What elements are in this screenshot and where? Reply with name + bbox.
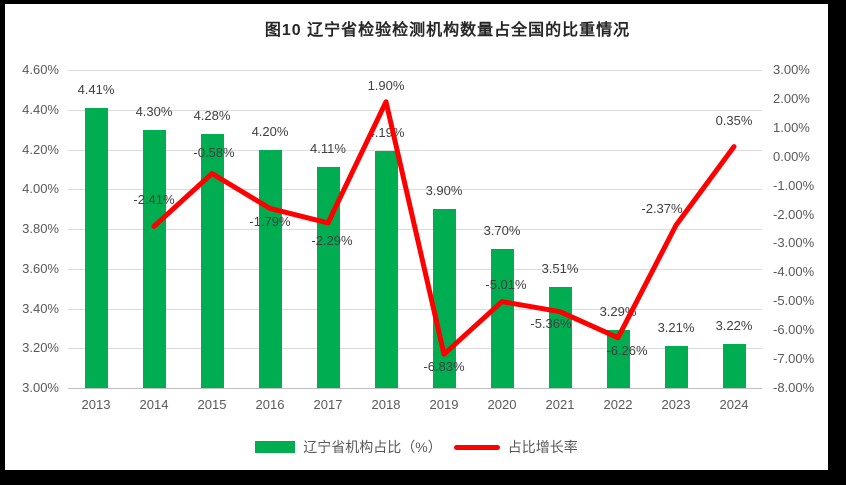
bar-2023 bbox=[664, 346, 688, 388]
line-label-2015: -0.58% bbox=[193, 145, 235, 161]
legend-label-bar-series: 辽宁省机构占比（%） bbox=[303, 439, 442, 455]
x-axis-label-2013: 2013 bbox=[81, 397, 111, 412]
x-axis-line bbox=[68, 388, 762, 389]
left-axis-tick: 3.00% bbox=[22, 380, 59, 395]
bar-label-2021: 3.51% bbox=[541, 260, 579, 276]
bar-2015 bbox=[200, 133, 224, 388]
gridline bbox=[68, 308, 762, 310]
right-axis-tick: -6.00% bbox=[773, 322, 815, 338]
x-axis-label-2022: 2022 bbox=[603, 397, 633, 412]
right-axis-tick: -4.00% bbox=[773, 264, 815, 280]
bar-label-2024: 3.22% bbox=[715, 318, 753, 334]
bar-2014 bbox=[142, 129, 166, 388]
bar-2013 bbox=[84, 107, 108, 388]
line-label-2014: -2.41% bbox=[133, 192, 175, 208]
chart-surface: 图10 辽宁省检验检测机构数量占全国的比重情况 4.60% 4.40% 4.20% 4… bbox=[5, 4, 828, 470]
bar-swatch-icon bbox=[255, 441, 296, 453]
bar-label-2020: 3.70% bbox=[483, 222, 521, 238]
line-label-2024: 0.35% bbox=[715, 112, 753, 128]
bar-label-2013: 4.41% bbox=[77, 81, 115, 97]
line-label-2019: -6.83% bbox=[423, 359, 465, 375]
left-axis-tick: 4.60% bbox=[22, 62, 59, 77]
left-axis-tick: 4.00% bbox=[22, 181, 59, 197]
x-axis-label-2021: 2021 bbox=[545, 397, 575, 412]
right-axis-tick: -1.00% bbox=[773, 177, 815, 193]
legend-item-bar-series: 辽宁省机构占比（%） bbox=[255, 437, 442, 457]
left-axis-tick: 3.80% bbox=[22, 221, 59, 236]
x-axis-label-2016: 2016 bbox=[255, 397, 285, 412]
legend: 辽宁省机构占比（%） 占比增长率 bbox=[5, 437, 828, 457]
x-axis-label-2014: 2014 bbox=[139, 397, 169, 412]
line-label-2017: -2.29% bbox=[311, 232, 353, 248]
left-axis-tick: 4.20% bbox=[22, 141, 59, 157]
gridline bbox=[68, 268, 762, 270]
line-label-2018: 1.90% bbox=[367, 77, 405, 93]
gridline bbox=[68, 149, 762, 151]
right-axis-tick: 2.00% bbox=[773, 90, 810, 106]
line-label-2023: -2.37% bbox=[641, 201, 683, 217]
bar-label-2019: 3.90% bbox=[425, 183, 463, 199]
x-axis-label-2017: 2017 bbox=[313, 397, 343, 412]
right-axis-tick: 1.00% bbox=[773, 119, 810, 135]
bar-2016 bbox=[258, 149, 282, 388]
bar-2017 bbox=[316, 167, 340, 388]
x-axis-label-2019: 2019 bbox=[429, 397, 459, 412]
right-axis-tick: -3.00% bbox=[773, 235, 815, 251]
line-label-2022: -6.26% bbox=[606, 342, 648, 358]
bar-2022 bbox=[606, 330, 630, 388]
right-axis-tick: 3.00% bbox=[773, 62, 810, 77]
line-swatch-icon bbox=[453, 444, 500, 450]
bar-label-2015: 4.28% bbox=[193, 107, 231, 123]
line-label-2020: -5.01% bbox=[485, 276, 527, 292]
bar-2018 bbox=[374, 151, 398, 388]
left-axis-tick: 4.40% bbox=[22, 101, 59, 117]
bar-label-2018: 4.19% bbox=[367, 125, 405, 141]
x-axis-label-2024: 2024 bbox=[719, 397, 749, 412]
legend-label-line-series: 占比增长率 bbox=[507, 439, 578, 455]
bar-label-2022: 3.29% bbox=[599, 304, 637, 320]
bar-2020 bbox=[490, 248, 514, 388]
bar-label-2016: 4.20% bbox=[251, 123, 289, 139]
left-axis-tick: 3.60% bbox=[22, 260, 59, 276]
bar-label-2017: 4.11% bbox=[310, 141, 346, 157]
line-label-2021: -5.36% bbox=[530, 315, 572, 331]
right-axis-tick: -7.00% bbox=[773, 351, 815, 367]
right-axis-tick: -2.00% bbox=[773, 206, 815, 222]
chart-title: 图10 辽宁省检验检测机构数量占全国的比重情况 bbox=[264, 22, 631, 39]
legend-item-line-series: 占比增长率 bbox=[453, 437, 578, 457]
line-label-2016: -1.79% bbox=[249, 214, 291, 230]
right-axis-tick: 0.00% bbox=[773, 148, 810, 164]
x-axis-label-2023: 2023 bbox=[661, 397, 691, 412]
gridline bbox=[68, 70, 762, 71]
bar-2021 bbox=[548, 286, 572, 388]
x-axis-label-2015: 2015 bbox=[197, 397, 227, 412]
x-axis-label-2018: 2018 bbox=[371, 397, 401, 412]
x-axis-label-2020: 2020 bbox=[487, 397, 517, 412]
gridline bbox=[68, 229, 762, 230]
left-axis-tick: 3.40% bbox=[22, 300, 59, 316]
bar-2024 bbox=[722, 344, 746, 388]
right-axis-tick: -8.00% bbox=[773, 380, 815, 395]
left-axis-tick: 3.20% bbox=[22, 340, 59, 356]
right-axis-tick: -5.00% bbox=[773, 293, 815, 309]
